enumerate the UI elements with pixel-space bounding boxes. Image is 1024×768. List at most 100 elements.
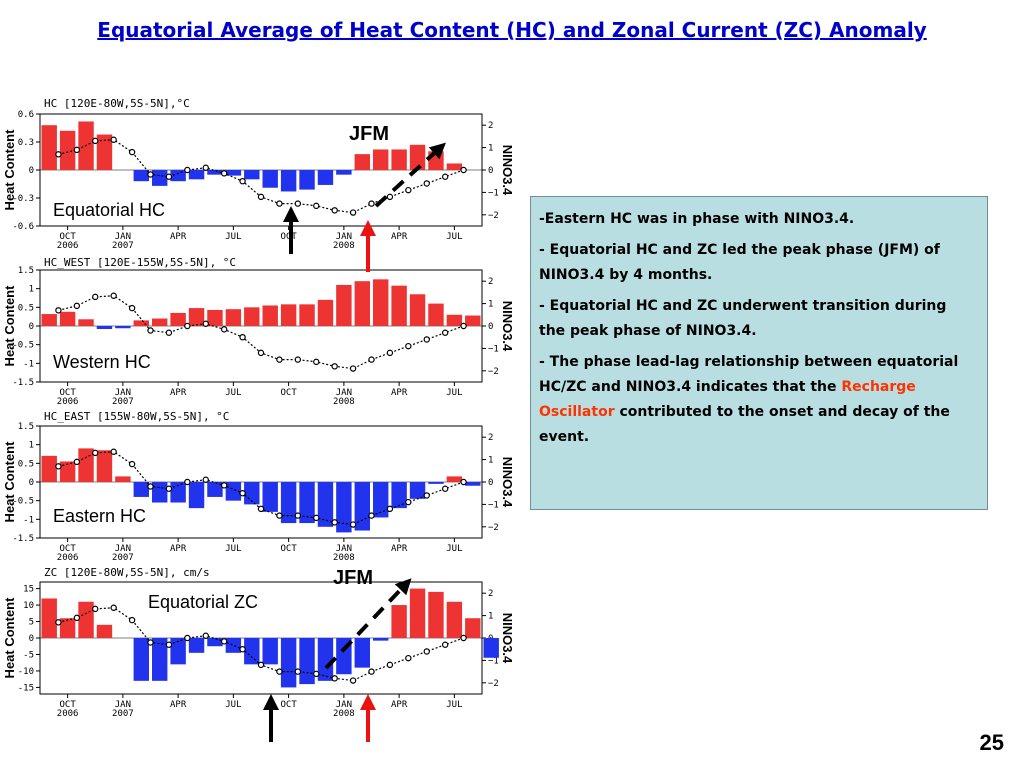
y-tick-label: 0 [29,478,34,488]
bar [409,588,426,638]
chart-panel-1: HC [120E-80W,5S-5N],°C -0.6 -0.3 0 0.3 0.6 −2 −… [2,97,515,251]
jfm-label-top: JFM [349,123,389,145]
nino34-point [92,137,99,145]
y-axis-label: Heat Content [2,441,17,523]
x-tick-label: APR [170,544,187,554]
y-tick-label: -5 [23,650,34,660]
bar [115,326,131,329]
panel-label: Western HC [53,352,151,372]
nino34-point [128,148,136,156]
nino34-point [92,449,99,457]
bar [262,305,278,326]
x-tick-label: JAN [115,544,131,554]
bar [299,638,315,685]
nino34-point [331,363,338,370]
x-tick-label: 2007 [112,241,134,251]
bar [373,482,389,518]
x-tick-label: 2006 [57,241,79,251]
x-tick-label: JAN [336,232,352,242]
bar [207,638,223,647]
panel-title: HC_WEST [120E-155W,5S-5N], °C [44,256,236,269]
bar [115,476,131,482]
nino34-point [184,478,191,486]
bar [391,605,407,638]
nino34-point [331,675,338,682]
y2-tick-label: 0 [488,478,493,488]
bar [373,149,389,170]
chart-panel-2: HC_WEST [120E-155W,5S-5N], °C -1.5 -1 -0.5 0… [2,256,515,407]
x-tick-label: OCT [59,388,76,398]
bar [299,304,315,326]
bar [78,319,94,326]
x-tick-label: OCT [280,700,297,710]
bar [41,598,57,638]
bar [336,284,352,326]
y-tick-label: 1 [29,441,34,451]
nino34-point [110,136,117,143]
nino34-point [368,200,375,207]
bar [78,448,94,482]
nino34-point [220,482,228,489]
nino34-point [73,146,81,154]
nino34-point [202,476,209,483]
nino34-point [202,320,209,327]
y2-tick-label: 1 [488,300,493,310]
nino34-point [423,492,430,499]
nino34-point [331,207,338,214]
bar [280,482,297,524]
bar [280,304,297,326]
x-tick-label: JUL [446,544,462,554]
nino34-point [165,329,173,336]
nino34-point [147,483,154,490]
nino34-point [257,661,265,669]
nino34-point [257,505,265,513]
nino34-point [368,512,375,519]
y2-tick-label: 1 [488,612,493,622]
info-box: -Eastern HC was in phase with NINO3.4. -… [530,196,988,510]
y-tick-label: 0.5 [18,303,34,313]
nino34-point [128,304,136,312]
x-tick-label: 2008 [333,397,355,407]
chart-panels: HC [120E-80W,5S-5N],°C -0.6 -0.3 0 0.3 0.6 −2 −… [2,97,515,719]
page-number: 25 [979,730,1004,755]
y2-axis-label: NINO3.4 [500,613,515,664]
dashed-trend-arrow-bottom [324,578,412,670]
bar [373,638,389,641]
recharge-oscillator-highlight: Recharge Oscillator [539,379,916,420]
bar [428,482,444,484]
y-tick-label: -0.5 [12,497,34,507]
x-tick-label: 2008 [333,241,355,251]
nino34-point [220,170,228,177]
nino34-point [460,478,467,486]
y2-axis-label: NINO3.4 [500,457,515,508]
x-tick-label: OCT [59,700,76,710]
bar [225,482,242,501]
bar [483,638,499,658]
nino34-point [239,334,246,341]
bar [317,170,334,185]
nino34-point [184,634,191,642]
nino34-point [239,646,246,653]
nino34-point [386,661,394,669]
y2-tick-label: −2 [488,523,499,533]
nino34-point [460,166,467,174]
info-bullet-1: -Eastern HC was in phase with NINO3.4. [539,211,855,227]
bar [428,591,444,638]
bar [336,170,352,175]
panel-title: HC [120E-80W,5S-5N],°C [44,97,190,110]
x-tick-label: OCT [59,232,76,242]
y-axis-label: Heat Content [2,597,17,679]
bar [225,170,242,176]
bar [409,144,426,170]
bar [244,170,260,180]
y2-tick-label: −2 [488,679,499,689]
bar [133,638,149,681]
nino34-point [405,654,412,662]
y-tick-label: 1.5 [18,266,34,276]
panel-label: Equatorial ZC [148,592,258,612]
nino34-point [55,307,62,314]
bar [317,482,334,527]
bar [133,170,149,182]
info-bullet-3: - Equatorial HC and ZC underwent transit… [539,298,947,339]
nino34-point [276,512,283,519]
